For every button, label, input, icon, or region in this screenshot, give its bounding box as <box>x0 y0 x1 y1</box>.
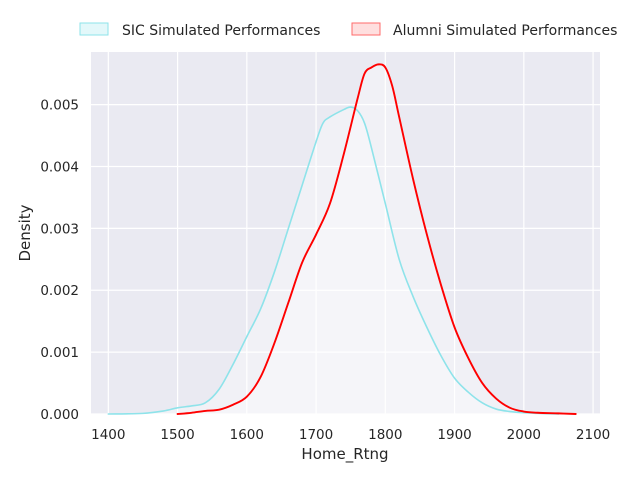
series-fills <box>108 64 576 414</box>
x-tick-label: 1700 <box>299 427 333 443</box>
x-tick-label: 2000 <box>507 427 541 443</box>
x-tick-label: 1500 <box>160 427 194 443</box>
legend-label-sic: SIC Simulated Performances <box>122 23 320 39</box>
x-tick-labels: 1400 1500 1600 1700 1800 1900 2000 2100 <box>91 427 610 443</box>
series-line-alumni <box>176 63 577 415</box>
legend: SIC Simulated Performances Alumni Simula… <box>79 22 617 39</box>
x-tick-label: 2100 <box>576 427 610 443</box>
series-line-sic <box>107 106 560 415</box>
series-fill-alumni <box>177 64 576 414</box>
y-axis-label: Density <box>16 204 34 261</box>
y-tick-labels: 0.000 0.001 0.002 0.003 0.004 0.005 <box>40 98 79 423</box>
series-lines <box>107 63 577 415</box>
x-tick-label: 1900 <box>437 427 471 443</box>
series-fill-sic <box>108 107 559 414</box>
x-axis-label: Home_Rtng <box>301 445 388 464</box>
legend-swatch-sic <box>79 22 109 36</box>
y-tick-label: 0.002 <box>40 283 79 299</box>
legend-label-alumni: Alumni Simulated Performances <box>393 23 617 39</box>
y-tick-label: 0.004 <box>40 159 79 175</box>
y-tick-label: 0.003 <box>40 221 79 237</box>
y-tick-label: 0.000 <box>40 407 79 423</box>
grid-lines <box>91 52 600 415</box>
x-tick-label: 1400 <box>91 427 125 443</box>
x-tick-label: 1600 <box>230 427 264 443</box>
y-tick-label: 0.005 <box>40 98 79 114</box>
legend-swatch-alumni <box>351 22 381 36</box>
plot-background <box>91 52 600 414</box>
x-tick-label: 1800 <box>368 427 402 443</box>
y-tick-label: 0.001 <box>40 345 79 361</box>
